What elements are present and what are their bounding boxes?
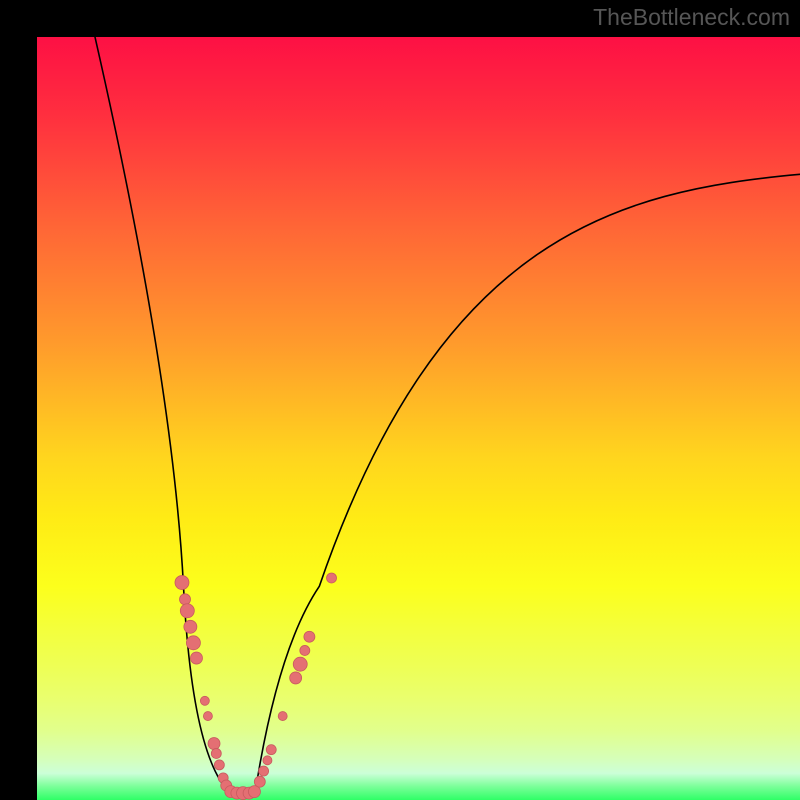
- chart-frame: TheBottleneck.com: [0, 0, 800, 800]
- chart-plot: [37, 37, 800, 800]
- watermark-text: TheBottleneck.com: [593, 4, 790, 31]
